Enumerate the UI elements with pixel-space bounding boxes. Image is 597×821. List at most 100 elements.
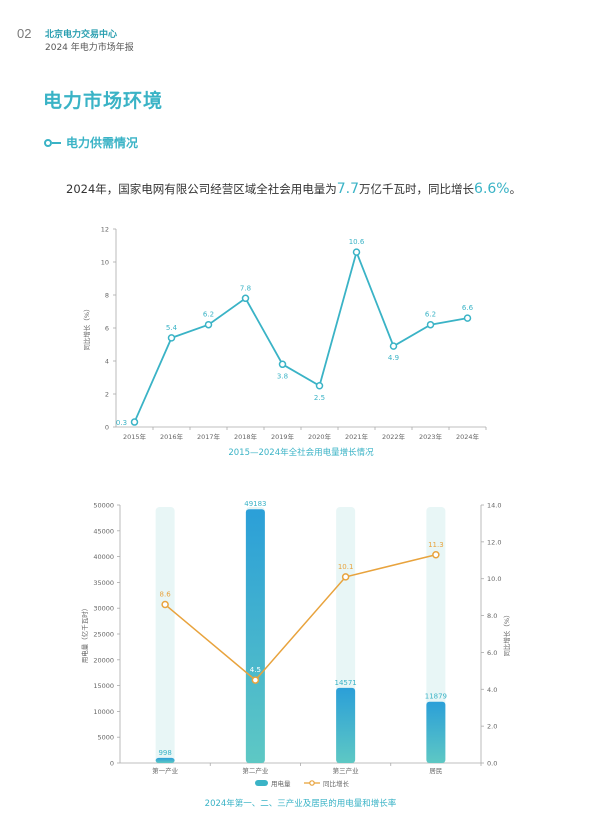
right-y-axis-label: 同比增长（%） [502,611,511,656]
consumption-bar [426,701,446,763]
data-label: 6.2 [203,311,214,319]
growth-value-label: 8.6 [160,591,172,599]
right-y-tick-label: 6.0 [487,649,497,657]
data-label: 3.8 [277,372,288,380]
chart-title: 2024年第一、二、三产业及居民的用电量和增长率 [205,798,397,809]
left-y-tick-label: 35000 [93,579,114,587]
legend-bar-swatch [255,780,268,786]
growth-value-label: 11.3 [428,541,444,549]
bar-background [155,507,175,763]
y-tick-label: 0 [105,424,109,432]
right-y-tick-label: 12.0 [487,538,501,546]
bar-background [426,507,446,763]
left-y-tick-label: 40000 [93,553,114,561]
x-tick-label: 2017年 [197,432,221,441]
bar-value-label: 49183 [244,500,266,508]
summary-suffix: 。 [509,182,522,196]
left-y-tick-label: 50000 [93,502,114,510]
data-label: 10.6 [349,238,365,246]
right-y-tick-label: 14.0 [487,502,501,510]
data-point [426,320,435,329]
page-number: 02 [17,26,32,41]
data-point [204,320,213,329]
x-tick-label: 2020年 [308,432,332,441]
chart-title: 2015—2024年全社会用电量增长情况 [228,447,374,458]
right-y-tick-label: 2.0 [487,723,497,731]
data-label: 5.4 [166,324,178,332]
subsection-heading: 电力供需情况 [44,134,138,151]
y-tick-label: 8 [105,292,109,300]
right-y-tick-label: 10.0 [487,575,501,583]
data-point [167,334,176,342]
growth-line-chart: 0 2 4 6 8 10 12 2015年 2016年 2017年 2018年 2019年 2020年 2… [82,226,487,458]
header-report-title: 2024 年电力市场年报 [45,43,134,53]
y-tick-label: 12 [101,226,109,234]
left-y-tick-label: 45000 [93,527,114,535]
summary-prefix: 2024年，国家电网有限公司经营区域全社会用电量为 [66,182,337,196]
data-point [130,418,139,426]
data-point [315,382,324,390]
header-org: 北京电力交易中心 [45,30,118,40]
x-tick-label: 2019年 [271,432,295,441]
y-tick-label: 6 [105,325,109,333]
growth-point [432,551,440,559]
x-tick-label: 居民 [429,767,442,775]
data-label: 2.5 [314,394,325,402]
y-axis-label: 同比增长（%） [82,305,91,350]
growth-rate-line [164,554,437,682]
y-tick-label: 2 [105,391,109,399]
data-label: 6.6 [462,304,474,312]
growth-point [161,600,169,609]
legend-line-label: 同比增长 [323,779,350,788]
bar-value-label: 14571 [334,679,356,687]
x-tick-label: 第一产业 [152,766,179,775]
left-y-tick-label: 30000 [93,605,114,613]
x-tick-label: 2022年 [382,432,406,441]
x-tick-label: 2015年 [123,432,147,441]
x-tick-label: 第三产业 [333,766,360,775]
key-icon [44,138,62,148]
y-tick-label: 4 [105,358,109,366]
x-tick-label: 2016年 [160,432,184,441]
y-tick-label: 10 [101,259,109,267]
left-y-tick-label: 0 [110,760,114,768]
growth-series-line [133,249,468,423]
legend-bar-label: 用电量 [271,779,291,788]
legend-line-marker [309,780,315,786]
growth-value-label: 10.1 [338,563,354,571]
summary-middle: 万亿千瓦时，同比增长 [359,182,475,196]
data-point [241,294,250,303]
left-y-tick-label: 15000 [93,682,114,690]
data-point [463,314,472,322]
left-y-tick-label: 25000 [93,631,114,639]
x-tick-label: 2024年 [456,432,480,441]
left-y-axis-label: 用电量（亿千瓦时） [80,605,89,664]
x-tick-label: 2021年 [345,432,369,441]
consumption-bar [336,687,356,763]
subsection-title: 电力供需情况 [66,136,139,150]
data-label: 0.3 [116,419,127,427]
x-tick-label: 2023年 [419,432,443,441]
summary-paragraph: 2024年，国家电网有限公司经营区域全社会用电量为7.7万亿千瓦时，同比增长6.… [66,181,521,197]
right-y-tick-label: 4.0 [487,686,497,694]
right-y-tick-label: 8.0 [487,612,497,620]
growth-point [341,573,350,581]
left-y-tick-label: 10000 [93,708,114,716]
x-tick-label: 2018年 [234,432,258,441]
left-y-tick-label: 5000 [97,734,114,742]
data-point [352,248,361,256]
bar-value-label: 11879 [425,693,447,701]
consumption-bar [155,757,175,763]
data-label: 6.2 [425,311,436,319]
consumption-bar [245,509,265,763]
section-title: 电力市场环境 [43,90,164,112]
data-point [278,360,287,369]
bar-value-label: 998 [158,749,171,757]
data-label: 7.8 [240,284,251,292]
growth-point [251,676,260,684]
data-label: 4.9 [388,354,399,362]
summary-growth-value: 6.6% [474,181,510,197]
growth-value-label: 4.5 [250,666,261,674]
right-y-tick-label: 0.0 [487,760,497,768]
